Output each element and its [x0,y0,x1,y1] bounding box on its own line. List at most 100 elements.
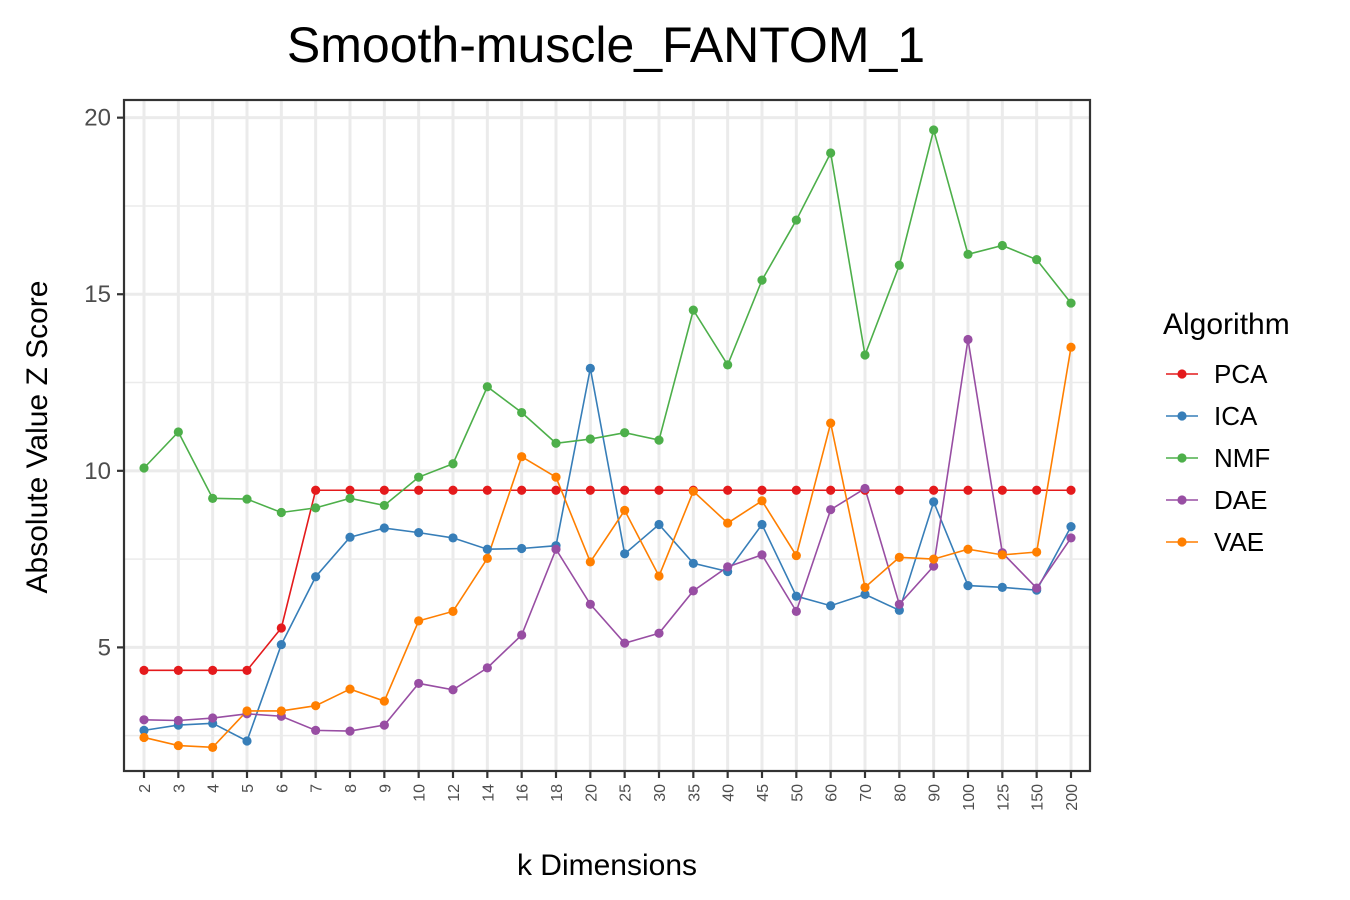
data-point-ica [139,725,149,735]
data-point-vae [1032,547,1042,557]
data-point-nmf [208,493,218,503]
data-point-nmf [860,350,870,360]
x-tick-label: 45 [755,784,772,802]
data-point-dae [379,720,389,730]
x-tick-label: 70 [858,784,875,802]
data-point-pca [654,485,664,495]
x-tick-label: 30 [652,784,669,802]
data-point-dae [894,599,904,609]
legend-key-point-ica [1177,411,1187,421]
data-point-dae [551,544,561,554]
x-axis-title: k Dimensions [517,849,697,882]
data-point-nmf [791,215,801,225]
y-axis-title: Absolute Value Z Score [21,281,54,594]
data-point-vae [894,552,904,562]
data-point-dae [173,715,183,726]
data-point-nmf [723,360,733,370]
y-tick-label: 15 [84,281,111,308]
data-point-nmf [242,494,252,504]
data-point-vae [1066,342,1076,352]
data-point-dae [654,628,664,638]
data-point-vae [139,732,149,743]
data-point-pca [929,485,939,495]
series-line-dae [143,339,1072,732]
data-point-vae [929,554,939,564]
data-point-pca [894,485,904,495]
data-point-ica [688,558,698,568]
data-point-dae [345,726,355,736]
data-point-ica [929,497,939,507]
legend-key-point-nmf [1177,453,1187,463]
x-tick-label: 9 [377,784,394,793]
legend-key-point-pca [1177,369,1187,379]
data-point-pca [482,485,492,495]
data-point-vae [826,418,836,428]
data-point-ica [1066,522,1076,532]
data-point-dae [688,586,698,596]
series-line-vae [143,347,1072,749]
data-point-dae [620,638,630,648]
data-point-vae [997,550,1007,560]
data-point-pca [620,485,630,495]
data-point-nmf [585,434,595,444]
data-point-ica [311,572,321,582]
data-point-dae [208,713,218,723]
data-point-nmf [757,275,767,285]
data-point-pca [517,485,527,495]
data-point-nmf [654,435,664,445]
data-point-nmf [963,249,973,259]
x-tick-label: 4 [206,784,223,793]
data-point-dae [963,334,973,345]
data-point-vae [620,505,630,515]
data-point-nmf [345,493,355,503]
data-point-dae [791,606,801,616]
data-point-nmf [517,407,527,418]
x-tick-label: 18 [549,784,566,802]
x-tick-label: 14 [480,784,497,802]
data-point-ica [620,549,630,559]
data-point-nmf [551,438,561,448]
y-tick-label: 5 [98,634,111,661]
data-point-ica [585,363,595,373]
data-point-pca [242,665,252,675]
data-point-vae [860,582,870,592]
data-point-nmf [997,240,1007,251]
data-point-nmf [929,125,939,135]
data-point-pca [1066,485,1076,495]
data-point-dae [482,663,492,673]
data-point-ica [860,589,870,600]
y-tick-label: 20 [84,105,111,132]
data-point-ica [379,523,389,533]
data-point-dae [826,505,836,515]
data-point-ica [654,519,664,530]
data-point-pca [311,485,321,495]
x-tick-label: 90 [927,784,944,802]
data-point-vae [585,557,595,567]
legend-title: Algorithm [1163,308,1290,341]
data-point-vae [448,606,458,616]
series-line-pca [144,489,1071,672]
x-tick-label: 150 [1030,784,1047,811]
data-point-nmf [688,305,698,315]
data-point-nmf [276,507,286,518]
data-point-nmf [1066,298,1076,308]
x-tick-label: 100 [961,784,978,811]
x-tick-label: 12 [446,784,463,802]
x-tick-label: 80 [892,784,909,802]
data-point-vae [551,472,561,482]
data-point-ica [826,601,836,611]
data-point-pca [551,485,561,495]
data-point-vae [482,553,492,563]
data-point-vae [379,696,389,706]
data-point-dae [1066,533,1076,543]
x-tick-label: 10 [412,784,429,802]
data-point-vae [791,550,801,561]
data-point-pca [723,485,733,495]
data-point-ica [276,639,286,650]
legend: PCA ICA NMF DAE VAE [1166,359,1270,557]
data-point-dae [414,678,424,689]
data-point-dae [585,599,595,609]
data-point-vae [345,684,355,694]
data-point-dae [723,562,733,572]
